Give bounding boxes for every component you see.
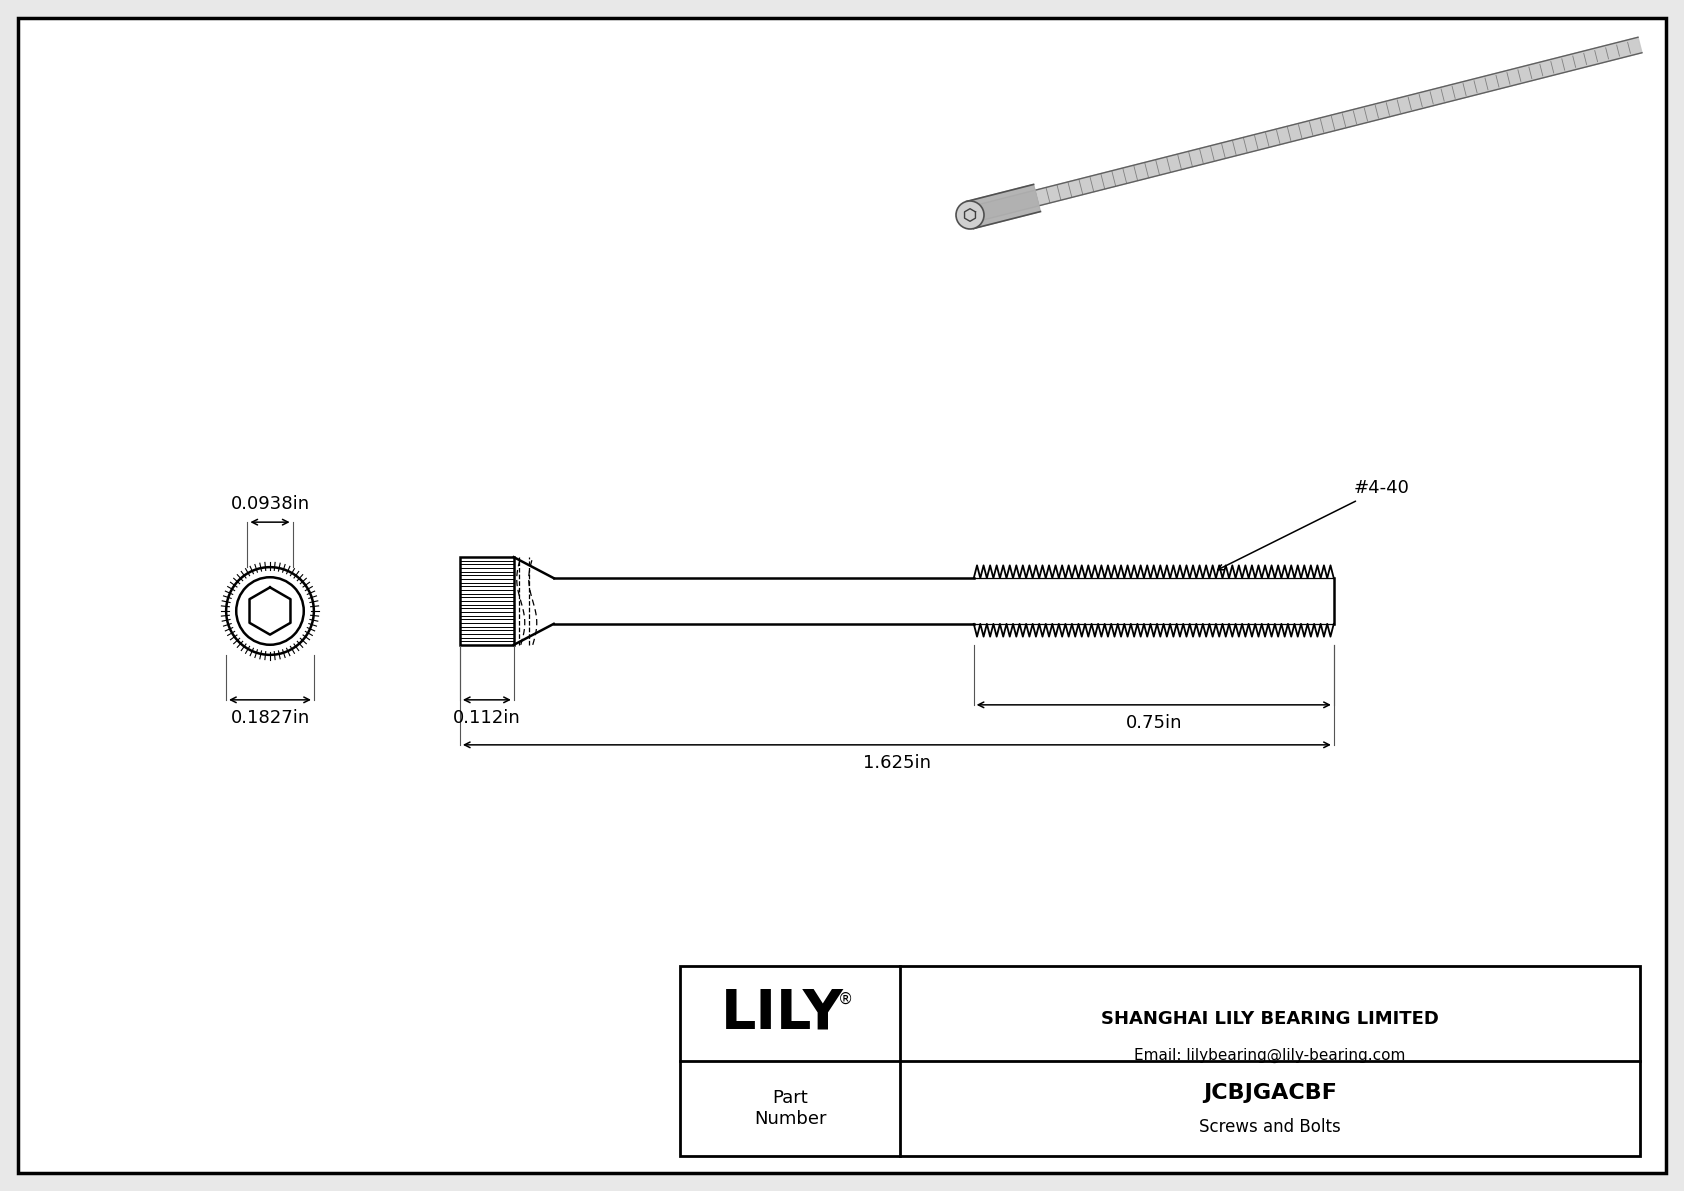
Circle shape (236, 578, 303, 644)
Circle shape (957, 201, 983, 229)
Text: Email: lilybearing@lily-bearing.com: Email: lilybearing@lily-bearing.com (1135, 1048, 1406, 1062)
Bar (460, 557, 514, 644)
Text: 1.625in: 1.625in (862, 754, 931, 772)
Text: ®: ® (837, 992, 852, 1008)
Text: #4-40: #4-40 (1218, 479, 1410, 569)
Circle shape (226, 567, 313, 655)
Text: LILY: LILY (721, 986, 844, 1041)
Text: 0.112in: 0.112in (453, 709, 520, 727)
Text: Screws and Bolts: Screws and Bolts (1199, 1118, 1340, 1136)
Polygon shape (968, 37, 1642, 223)
Text: 0.0938in: 0.0938in (231, 495, 310, 513)
Text: Part
Number: Part Number (754, 1089, 827, 1128)
Polygon shape (967, 185, 1041, 229)
Text: JCBJGACBF: JCBJGACBF (1202, 1084, 1337, 1103)
Text: SHANGHAI LILY BEARING LIMITED: SHANGHAI LILY BEARING LIMITED (1101, 1010, 1438, 1028)
Bar (680, 966, 1640, 1156)
Text: 0.1827in: 0.1827in (231, 709, 310, 727)
Text: 0.75in: 0.75in (1125, 713, 1182, 731)
